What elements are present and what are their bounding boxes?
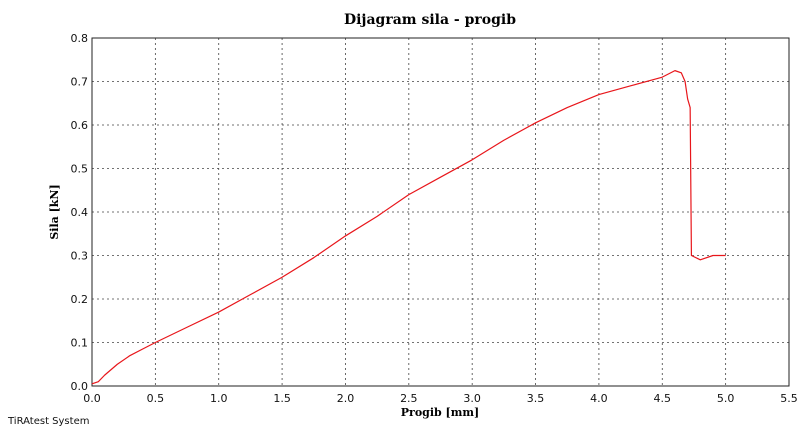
y-tick-label: 0.6: [71, 119, 89, 132]
x-tick-label: 3.5: [527, 392, 545, 405]
grid-lines: [91, 37, 790, 387]
x-tick-label: 0.5: [147, 392, 165, 405]
y-axis-label: Sila [kN]: [48, 184, 61, 239]
chart-title: Dijagram sila - progib: [344, 12, 516, 28]
y-tick-label: 0.7: [71, 76, 89, 89]
footer-credit: TiRAtest System: [7, 416, 89, 427]
series-layer: [91, 70, 726, 385]
y-tick-label: 0.4: [71, 206, 89, 219]
y-tick-label: 0.5: [71, 163, 89, 176]
y-tick-label: 0.2: [71, 293, 89, 306]
y-tick-label: 0.3: [71, 250, 89, 263]
series-line: [91, 70, 726, 385]
x-axis-ticks: 0.0 0.5 1.0 1.5 2.0 2.5 3.0 3.5 4.0 4.5 5.0 5.5: [83, 392, 798, 405]
x-tick-label: 0.0: [83, 392, 101, 405]
x-tick-label: 3.0: [463, 392, 481, 405]
y-axis-ticks: 0.0 0.1 0.2 0.3 0.4 0.5 0.6 0.7 0.8: [71, 32, 89, 393]
x-tick-label: 4.5: [654, 392, 672, 405]
x-tick-label: 1.5: [273, 392, 291, 405]
x-tick-label: 5.0: [717, 392, 735, 405]
x-axis-label: Progib [mm]: [401, 406, 479, 419]
x-tick-label: 5.5: [780, 392, 798, 405]
x-tick-label: 1.0: [210, 392, 228, 405]
y-tick-label: 0.1: [71, 337, 89, 350]
y-tick-label: 0.0: [71, 380, 89, 393]
x-tick-label: 2.5: [400, 392, 418, 405]
plot-frame: [91, 37, 790, 387]
x-tick-label: 4.0: [590, 392, 608, 405]
x-tick-label: 2.0: [337, 392, 355, 405]
y-tick-label: 0.8: [71, 32, 89, 45]
